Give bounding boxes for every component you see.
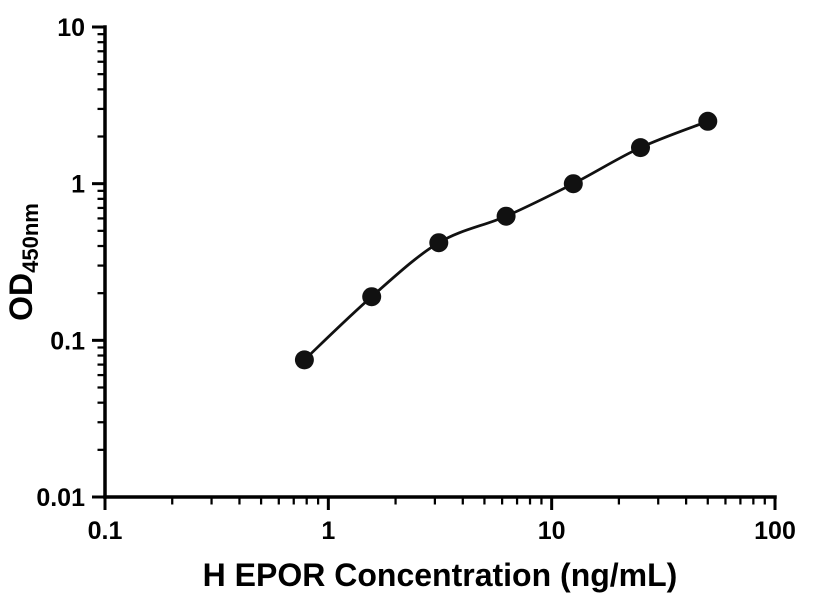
y-axis-title-main: OD <box>3 273 39 321</box>
y-tick-label: 0.01 <box>36 484 85 512</box>
fit-curve <box>303 120 709 361</box>
data-point <box>496 206 516 226</box>
data-point <box>429 233 449 253</box>
x-tick-label: 1 <box>321 517 335 545</box>
x-axis-title: H EPOR Concentration (ng/mL) <box>203 557 678 593</box>
x-tick-label: 10 <box>538 517 566 545</box>
y-axis-title: OD450nm <box>3 203 43 321</box>
data-point <box>698 111 718 131</box>
y-tick-label: 10 <box>57 14 85 42</box>
data-point <box>631 138 650 158</box>
x-tick-label: 0.1 <box>88 517 123 545</box>
y-tick-label: 1 <box>71 171 85 199</box>
x-tick-label: 100 <box>754 517 796 545</box>
data-point <box>294 350 314 370</box>
data-point <box>362 287 382 307</box>
y-axis-title-sub: 450nm <box>18 203 43 273</box>
data-point <box>563 174 583 194</box>
y-tick-label: 0.1 <box>50 327 85 355</box>
